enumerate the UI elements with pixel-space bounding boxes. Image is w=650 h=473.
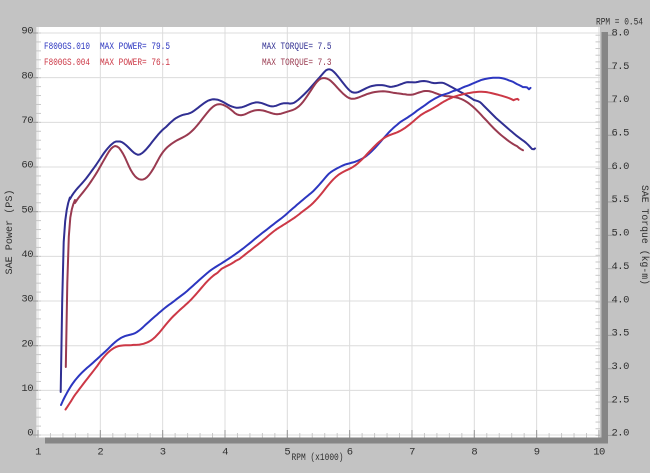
svg-text:0: 0 xyxy=(27,428,33,440)
svg-text:50: 50 xyxy=(21,204,33,216)
svg-text:5.0: 5.0 xyxy=(612,228,630,240)
svg-text:6.5: 6.5 xyxy=(612,128,630,140)
svg-text:20: 20 xyxy=(21,338,33,350)
svg-text:7.5: 7.5 xyxy=(612,61,630,73)
svg-text:3.5: 3.5 xyxy=(612,328,630,340)
svg-text:7: 7 xyxy=(409,447,415,459)
svg-text:2.0: 2.0 xyxy=(612,428,630,440)
svg-text:MAX TORQUE= 7.3: MAX TORQUE= 7.3 xyxy=(262,58,332,69)
svg-text:2: 2 xyxy=(97,447,103,459)
svg-text:80: 80 xyxy=(21,70,33,82)
svg-text:F800GS.010: F800GS.010 xyxy=(44,42,90,53)
svg-text:70: 70 xyxy=(21,115,33,127)
svg-text:RPM (x1000): RPM (x1000) xyxy=(292,452,344,464)
svg-text:MAX POWER= 79.5: MAX POWER= 79.5 xyxy=(100,42,170,53)
svg-text:MAX POWER= 76.1: MAX POWER= 76.1 xyxy=(100,58,170,69)
svg-text:3.0: 3.0 xyxy=(612,361,630,373)
svg-text:7.0: 7.0 xyxy=(612,94,630,106)
svg-text:5.5: 5.5 xyxy=(612,194,630,206)
svg-text:2.5: 2.5 xyxy=(612,394,630,406)
svg-text:MAX TORQUE= 7.5: MAX TORQUE= 7.5 xyxy=(262,42,332,53)
svg-text:RPM = 0.54: RPM = 0.54 xyxy=(596,18,643,29)
svg-text:8.0: 8.0 xyxy=(612,28,630,40)
svg-text:60: 60 xyxy=(21,160,33,172)
svg-text:3: 3 xyxy=(160,447,166,459)
svg-text:40: 40 xyxy=(21,249,33,261)
svg-text:F800GS.004: F800GS.004 xyxy=(44,58,90,69)
svg-text:5: 5 xyxy=(284,447,290,459)
svg-text:SAE Torque (kg-m): SAE Torque (kg-m) xyxy=(638,185,650,285)
svg-text:30: 30 xyxy=(21,294,33,306)
svg-text:90: 90 xyxy=(21,26,33,38)
svg-text:6.0: 6.0 xyxy=(612,161,630,173)
svg-text:10: 10 xyxy=(593,447,605,459)
svg-text:SAE Power (PS): SAE Power (PS) xyxy=(4,190,16,275)
svg-text:1: 1 xyxy=(35,447,41,459)
svg-text:8: 8 xyxy=(471,447,477,459)
svg-text:4: 4 xyxy=(222,447,228,459)
svg-text:6: 6 xyxy=(347,447,353,459)
svg-text:9: 9 xyxy=(534,447,540,459)
svg-text:4.5: 4.5 xyxy=(612,261,630,273)
svg-text:10: 10 xyxy=(21,383,33,395)
svg-text:4.0: 4.0 xyxy=(612,294,630,306)
